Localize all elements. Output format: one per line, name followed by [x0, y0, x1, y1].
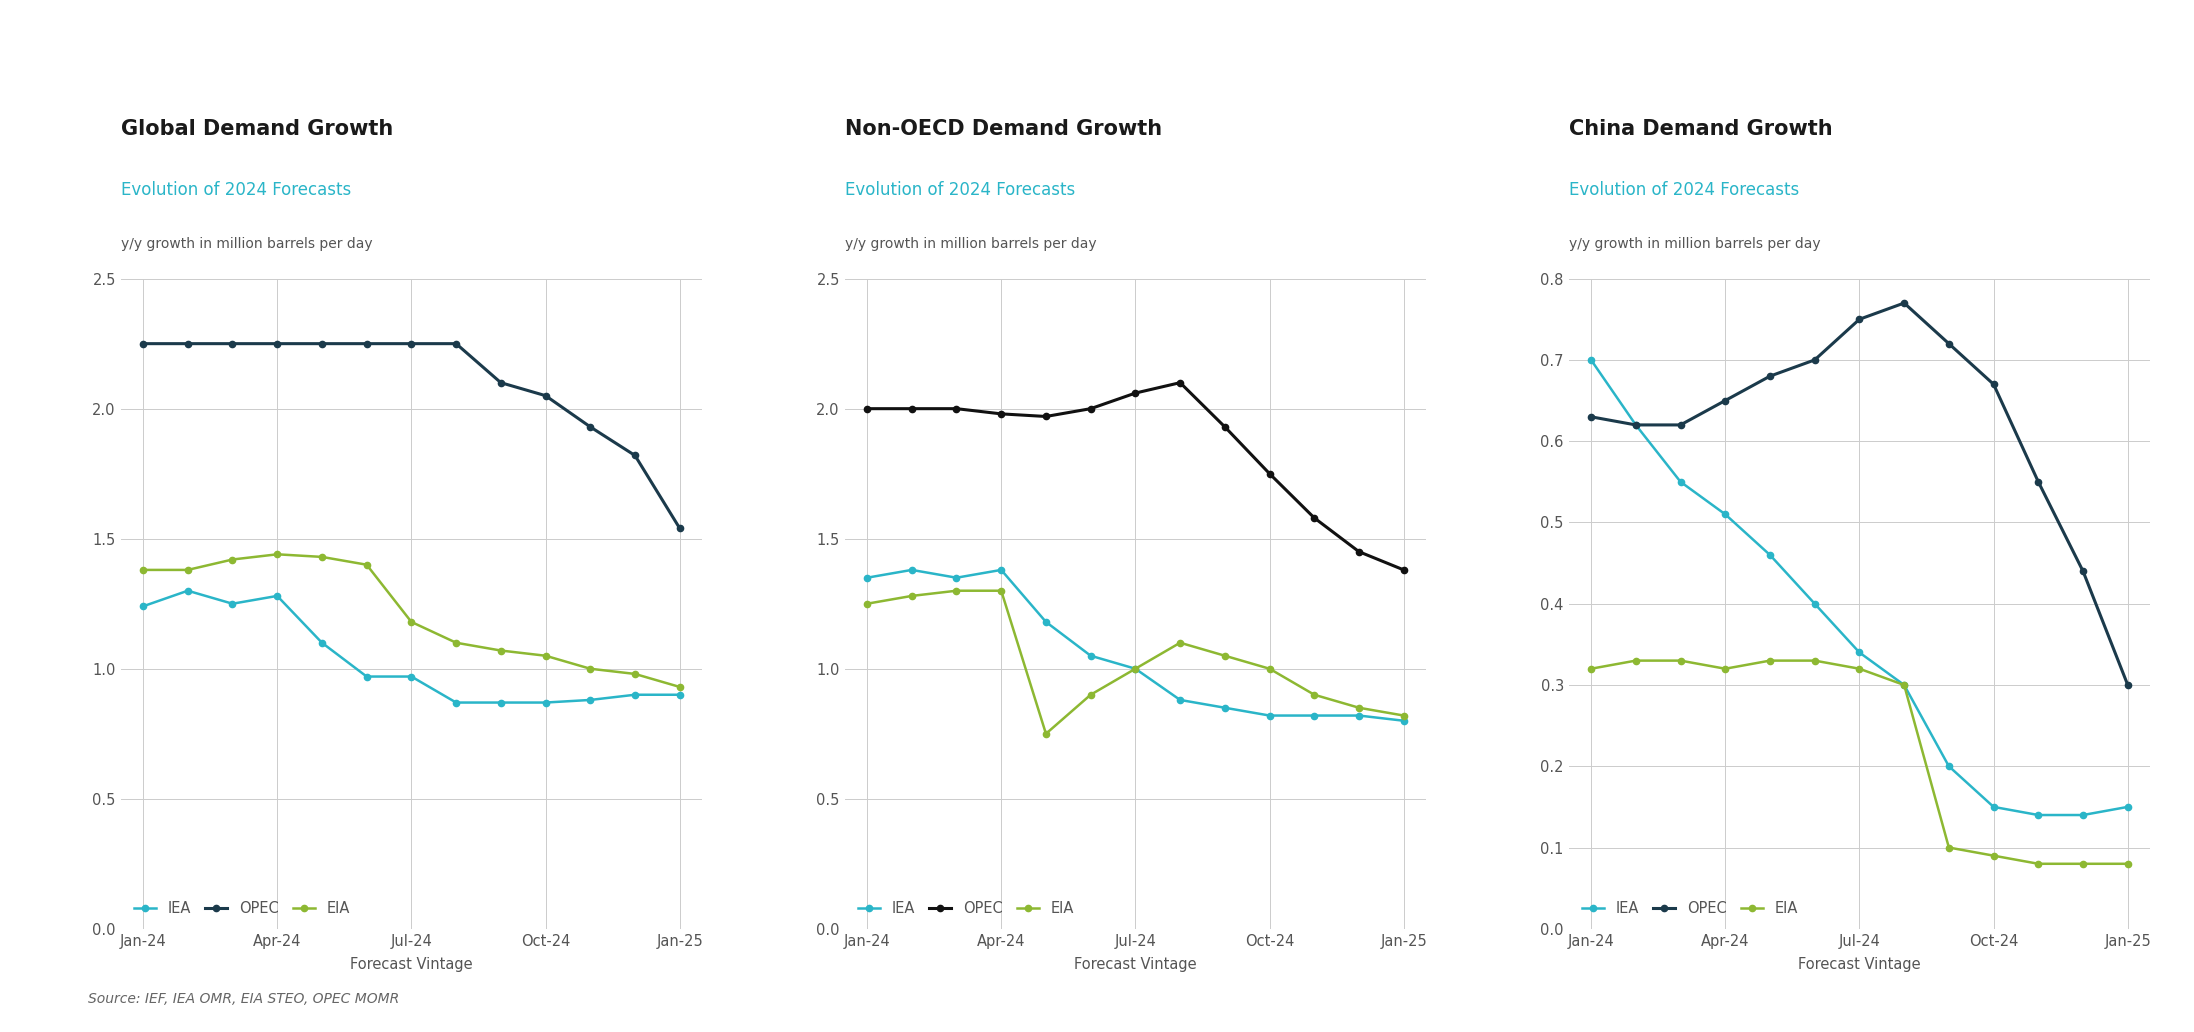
Text: y/y growth in million barrels per day: y/y growth in million barrels per day	[1569, 237, 1821, 252]
Text: Evolution of 2024 Forecasts: Evolution of 2024 Forecasts	[845, 181, 1075, 198]
Legend: IEA, OPEC, EIA: IEA, OPEC, EIA	[1575, 895, 1803, 922]
X-axis label: Forecast Vintage: Forecast Vintage	[1799, 957, 1920, 972]
X-axis label: Forecast Vintage: Forecast Vintage	[1075, 957, 1196, 972]
Text: Global Demand Growth: Global Demand Growth	[121, 119, 393, 138]
Text: Non-OECD Demand Growth: Non-OECD Demand Growth	[845, 119, 1163, 138]
Text: Evolution of 2024 Forecasts: Evolution of 2024 Forecasts	[1569, 181, 1799, 198]
Text: Source: IEF, IEA OMR, EIA STEO, OPEC MOMR: Source: IEF, IEA OMR, EIA STEO, OPEC MOM…	[88, 992, 399, 1006]
Text: y/y growth in million barrels per day: y/y growth in million barrels per day	[845, 237, 1097, 252]
Legend: IEA, OPEC, EIA: IEA, OPEC, EIA	[851, 895, 1079, 922]
Legend: IEA, OPEC, EIA: IEA, OPEC, EIA	[127, 895, 355, 922]
Text: Evolution of 2024 Forecasts: Evolution of 2024 Forecasts	[121, 181, 351, 198]
Text: y/y growth in million barrels per day: y/y growth in million barrels per day	[121, 237, 373, 252]
Text: China Demand Growth: China Demand Growth	[1569, 119, 1832, 138]
X-axis label: Forecast Vintage: Forecast Vintage	[351, 957, 472, 972]
